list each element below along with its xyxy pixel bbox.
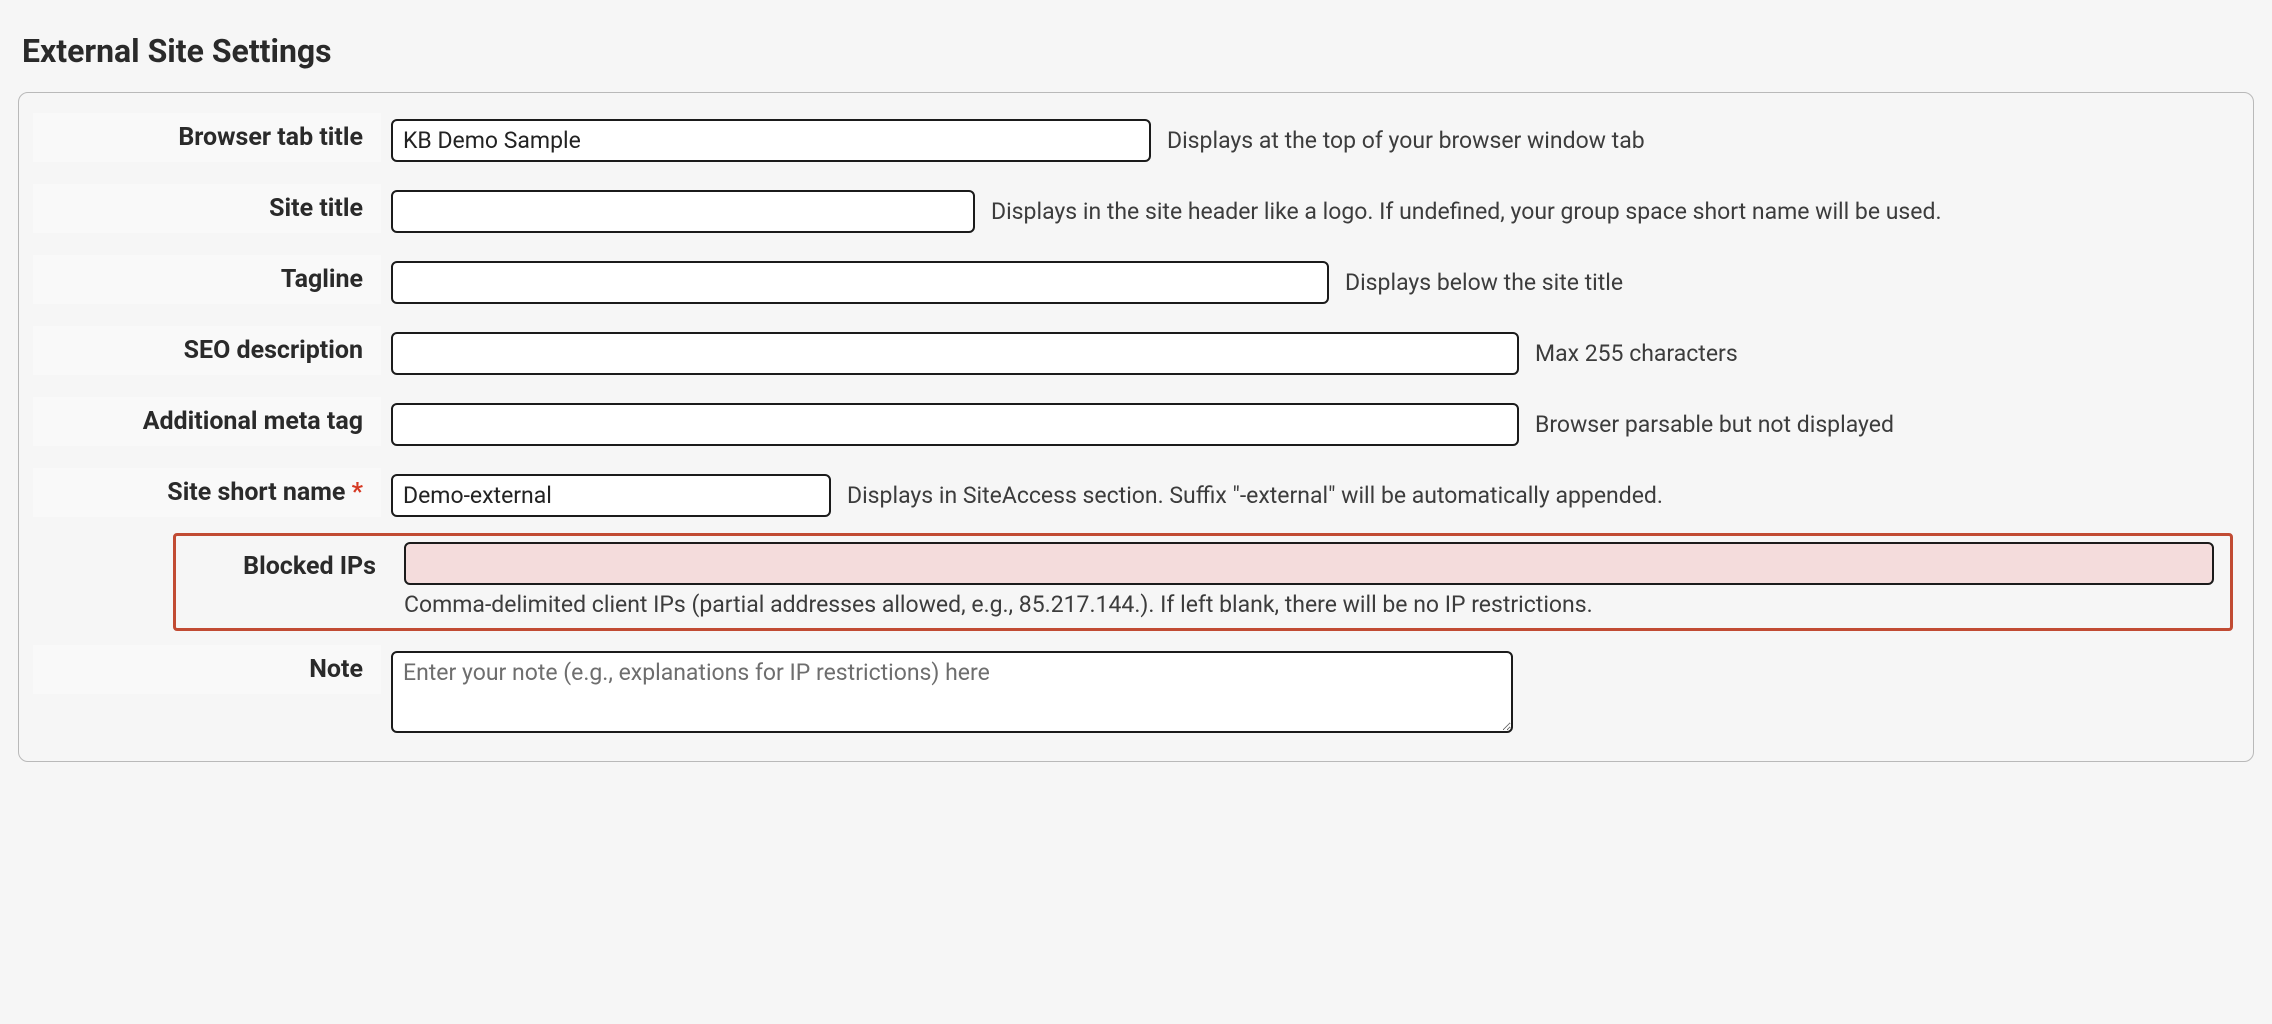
seo-description-label: SEO description [33, 326, 381, 375]
seo-description-hint: Max 255 characters [1535, 340, 1738, 367]
blocked-ips-input[interactable] [404, 542, 2214, 585]
row-blocked-ips: Blocked IPs Comma-delimited client IPs (… [173, 533, 2233, 631]
additional-meta-tag-hint: Browser parsable but not displayed [1535, 411, 1894, 438]
row-additional-meta-tag: Additional meta tag Browser parsable but… [33, 389, 2233, 460]
blocked-ips-hint: Comma-delimited client IPs (partial addr… [404, 591, 2214, 618]
browser-tab-title-input[interactable] [391, 119, 1151, 162]
row-note: Note [33, 637, 2233, 747]
site-title-input[interactable] [391, 190, 975, 233]
row-seo-description: SEO description Max 255 characters [33, 318, 2233, 389]
note-label: Note [33, 645, 381, 694]
browser-tab-title-label: Browser tab title [33, 113, 381, 162]
row-browser-tab-title: Browser tab title Displays at the top of… [33, 105, 2233, 176]
row-site-short-name: Site short name * Displays in SiteAccess… [33, 460, 2233, 531]
browser-tab-title-hint: Displays at the top of your browser wind… [1167, 127, 1645, 154]
tagline-input[interactable] [391, 261, 1329, 304]
site-short-name-hint: Displays in SiteAccess section. Suffix "… [847, 482, 1663, 509]
tagline-label: Tagline [33, 255, 381, 304]
note-textarea[interactable] [391, 651, 1513, 733]
seo-description-input[interactable] [391, 332, 1519, 375]
site-title-label: Site title [33, 184, 381, 233]
row-site-title: Site title Displays in the site header l… [33, 176, 2233, 247]
site-short-name-label-text: Site short name [167, 478, 345, 507]
site-title-hint: Displays in the site header like a logo.… [991, 198, 1942, 225]
additional-meta-tag-label: Additional meta tag [33, 397, 381, 446]
site-short-name-label: Site short name * [33, 468, 381, 517]
additional-meta-tag-input[interactable] [391, 403, 1519, 446]
required-marker-icon: * [352, 478, 363, 507]
blocked-ips-label: Blocked IPs [186, 542, 394, 591]
site-short-name-input[interactable] [391, 474, 831, 517]
settings-panel: Browser tab title Displays at the top of… [18, 92, 2254, 762]
row-tagline: Tagline Displays below the site title [33, 247, 2233, 318]
tagline-hint: Displays below the site title [1345, 269, 1623, 296]
page-title: External Site Settings [22, 32, 2254, 70]
